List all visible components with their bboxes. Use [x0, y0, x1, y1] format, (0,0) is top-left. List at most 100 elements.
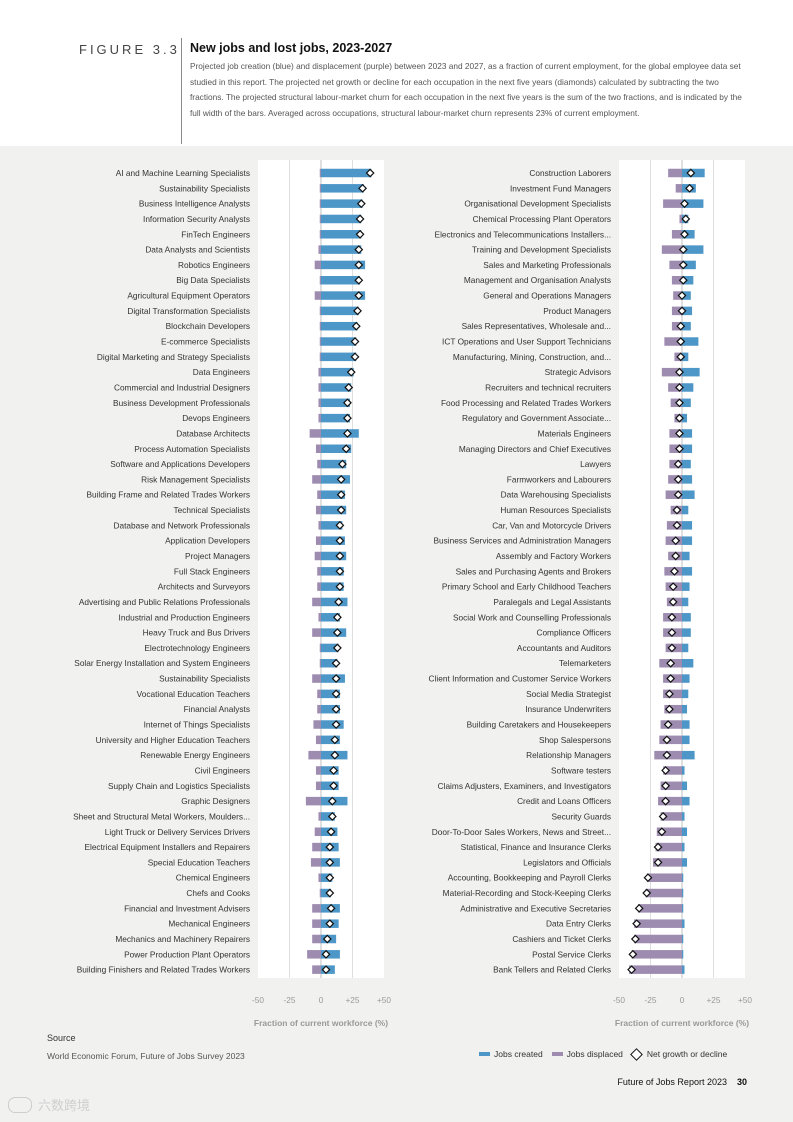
bar-created — [682, 919, 685, 928]
bar-created — [682, 475, 693, 484]
bar-displaced — [661, 367, 682, 377]
net-diamond — [678, 260, 688, 270]
bar-displaced — [319, 337, 321, 346]
bar-displaced — [663, 199, 682, 208]
bar-displaced — [319, 321, 321, 331]
net-diamond — [677, 291, 687, 301]
bar-created — [321, 689, 340, 699]
bar-created — [682, 383, 694, 392]
bar-created — [682, 199, 704, 208]
bar-created — [682, 934, 684, 944]
bar-displaced — [319, 199, 321, 208]
bar-displaced — [308, 750, 321, 760]
net-diamond — [642, 888, 652, 898]
legend-swatch-displaced — [551, 1052, 563, 1056]
row-label: Sheet and Structural Metal Workers, Moul… — [73, 811, 250, 821]
bar-created — [682, 337, 699, 346]
row-label: Big Data Specialists — [176, 275, 250, 285]
row-label: Financial Analysts — [184, 704, 250, 714]
bar-created — [321, 536, 345, 545]
row-label: Cashiers and Ticket Clerks — [512, 934, 611, 944]
net-diamond — [350, 352, 360, 362]
row-label: Internet of Things Specialists — [144, 720, 250, 730]
bar-displaced — [318, 812, 321, 821]
row-label: Management and Organisation Analysts — [464, 275, 611, 285]
row-label: Legislators and Officials — [523, 857, 611, 867]
bar-created — [321, 199, 363, 208]
bar-created — [682, 950, 684, 959]
row-label: Material-Recording and Stock-Keeping Cle… — [443, 888, 611, 898]
row-label: Chefs and Cooks — [186, 888, 250, 898]
bar-created — [682, 567, 693, 576]
row-label: Training and Development Specialists — [472, 245, 611, 255]
net-diamond — [667, 643, 677, 653]
net-diamond — [331, 720, 341, 729]
row-label: Recruiters and technical recruiters — [485, 382, 611, 392]
net-diamond — [661, 766, 671, 775]
legend-item-created: Jobs created — [479, 1049, 543, 1059]
row-label: Manufacturing, Mining, Construction, and… — [453, 352, 611, 362]
net-diamond — [335, 536, 345, 546]
net-diamond — [335, 520, 345, 530]
net-diamond — [330, 750, 340, 760]
x-tick-label: -25 — [284, 995, 296, 1005]
net-diamond — [325, 919, 335, 929]
row-label: Chemical Engineers — [176, 873, 250, 883]
bar-created — [321, 444, 352, 454]
net-diamond — [335, 582, 345, 592]
row-label: Renewable Energy Engineers — [140, 750, 250, 760]
row-label: Security Guards — [552, 811, 611, 821]
bar-created — [321, 475, 350, 484]
bar-created — [321, 352, 357, 362]
row-label: Robotics Engineers — [178, 260, 250, 270]
bar-created — [682, 597, 689, 607]
net-diamond — [355, 229, 365, 239]
row-label: Building Frame and Related Trades Worker… — [86, 490, 250, 500]
bar-displaced — [315, 444, 321, 454]
net-diamond — [353, 306, 362, 316]
bar-displaced — [312, 674, 321, 683]
net-diamond — [343, 398, 352, 408]
bar-displaced — [315, 536, 321, 545]
net-diamond — [662, 735, 672, 745]
net-diamond — [653, 842, 663, 852]
net-diamond — [354, 275, 364, 285]
net-diamond — [365, 168, 375, 178]
legend-label-created: Jobs created — [494, 1049, 543, 1059]
net-diamond — [630, 934, 640, 944]
net-diamond — [325, 842, 335, 852]
net-diamond — [627, 965, 637, 975]
bar-created — [321, 521, 343, 530]
net-diamond — [351, 321, 361, 331]
net-diamond — [354, 291, 364, 301]
bar-displaced — [634, 934, 682, 944]
row-label: Digital Marketing and Strategy Specialis… — [97, 352, 250, 362]
bar-displaced — [315, 766, 321, 775]
net-diamond — [325, 888, 335, 898]
row-label: Car, Van and Motorcycle Drivers — [492, 520, 611, 530]
x-tick-label: +50 — [377, 995, 391, 1005]
net-diamond — [643, 873, 653, 883]
net-diamond — [628, 949, 638, 959]
net-diamond — [331, 704, 341, 714]
bar-created — [321, 184, 364, 193]
x-tick-label: +25 — [706, 995, 720, 1005]
net-diamond — [686, 168, 696, 178]
net-diamond — [671, 536, 681, 546]
bar-created — [321, 321, 358, 331]
bar-created — [321, 704, 340, 714]
bar-created — [682, 643, 689, 653]
net-diamond — [343, 428, 352, 438]
net-diamond — [327, 796, 337, 806]
bar-displaced — [312, 904, 321, 913]
row-label: Industrial and Production Engineers — [119, 612, 250, 622]
net-diamond — [336, 505, 346, 515]
row-label: Vocational Education Teachers — [137, 689, 250, 699]
row-label: Telemarketers — [559, 658, 611, 668]
bar-created — [682, 628, 691, 637]
bar-displaced — [660, 812, 682, 821]
bar-displaced — [318, 398, 321, 408]
bar-created — [682, 444, 693, 454]
bar-displaced — [671, 230, 682, 239]
net-diamond — [662, 750, 672, 760]
